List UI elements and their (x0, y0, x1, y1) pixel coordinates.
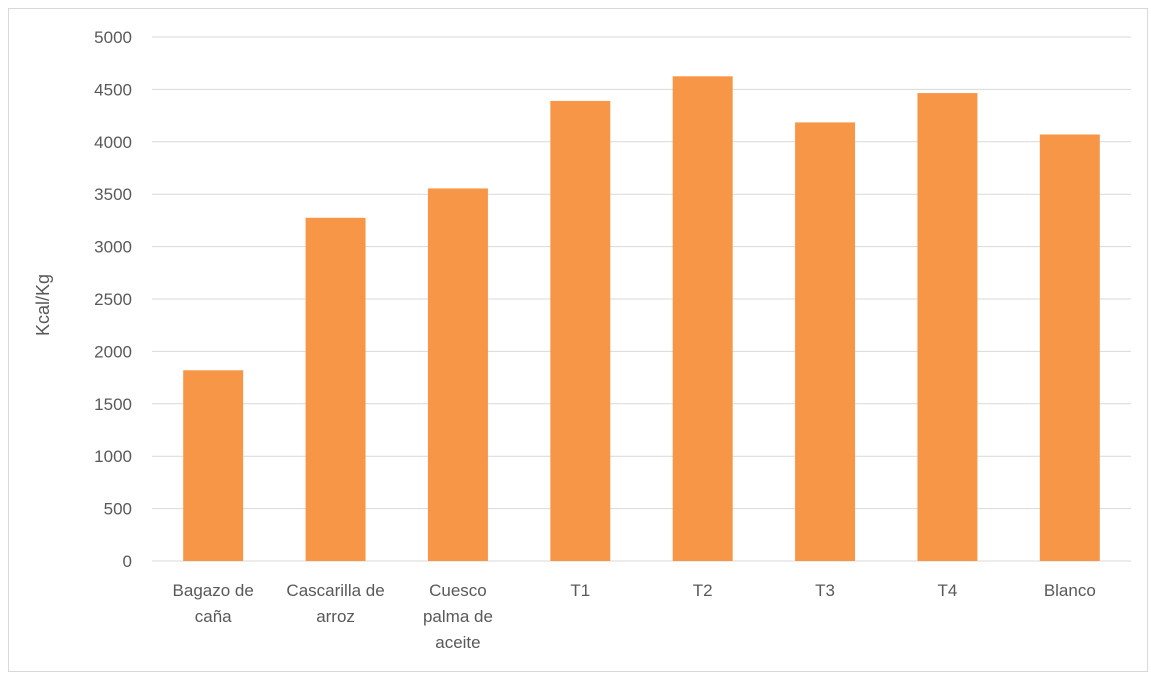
y-tick-label: 4000 (94, 133, 132, 152)
x-category-label: Cascarilla de arroz (286, 581, 384, 626)
bar (672, 76, 733, 562)
y-axis-ticks: 0 500 1000 1500 2000 2500 3000 3500 4000 4500 5000 (94, 28, 132, 571)
bar (305, 217, 366, 561)
bar (1039, 134, 1100, 561)
bar (550, 100, 611, 561)
y-tick-label: 500 (104, 500, 132, 519)
gridlines (152, 36, 1131, 562)
bars (183, 76, 1100, 562)
x-category-label: T2 (693, 581, 713, 600)
y-tick-label: 4500 (94, 80, 132, 99)
x-category-label: Cuesco palma de aceite (423, 581, 493, 652)
bar (183, 370, 244, 561)
x-category-label: Bagazo de caña (173, 581, 254, 626)
x-category-label: T1 (570, 581, 590, 600)
y-tick-label: 2000 (94, 342, 132, 361)
x-category-label: T3 (815, 581, 835, 600)
y-tick-label: 3500 (94, 185, 132, 204)
y-tick-label: 3000 (94, 238, 132, 257)
x-category-label: T4 (938, 581, 958, 600)
chart-frame: 0 500 1000 1500 2000 2500 3000 3500 4000 4500 5000… (8, 8, 1148, 672)
y-tick-label: 0 (123, 552, 132, 571)
bar (917, 93, 978, 562)
bar (427, 188, 488, 561)
bar-chart: 0 500 1000 1500 2000 2500 3000 3500 4000 4500 5000… (33, 28, 1131, 652)
x-axis-labels: Bagazo de caña Cascarilla de arroz Cuesco pal… (173, 581, 1096, 652)
y-tick-label: 1500 (94, 395, 132, 414)
y-tick-label: 5000 (94, 28, 132, 47)
x-category-label: Blanco (1044, 581, 1096, 600)
y-axis-label: Kcal/Kg (33, 274, 53, 336)
bar (795, 122, 856, 562)
y-tick-label: 2500 (94, 290, 132, 309)
y-tick-label: 1000 (94, 447, 132, 466)
